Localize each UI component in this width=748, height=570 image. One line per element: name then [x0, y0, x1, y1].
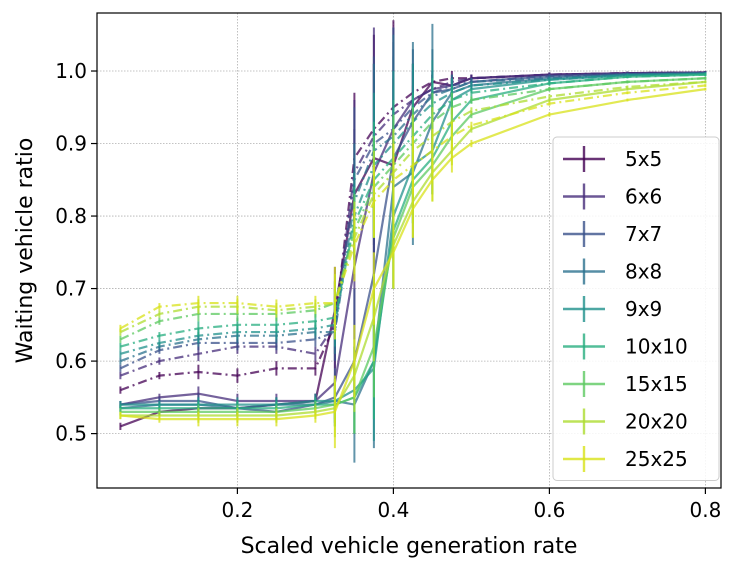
legend-item: 6x6 — [563, 183, 662, 210]
legend-item: 15x15 — [563, 371, 688, 397]
x-tick-label: 0.8 — [689, 498, 721, 522]
legend-item: 5x5 — [563, 146, 662, 172]
x-tick-label: 0.6 — [533, 498, 565, 522]
y-tick-label: 0.7 — [55, 277, 87, 301]
legend-item: 9x9 — [563, 296, 662, 322]
legend-label: 8x8 — [625, 260, 662, 284]
legend-label: 7x7 — [625, 222, 662, 246]
legend-label: 6x6 — [625, 185, 662, 209]
series-layer — [119, 20, 707, 463]
legend: 5x5 6x6 7x7 8x8 9x9 10x10 15x15 20x20 25x25 — [552, 136, 720, 481]
series-dashed-line — [119, 80, 706, 334]
legend-item: 20x20 — [563, 408, 688, 435]
legend-label: 15x15 — [625, 372, 688, 396]
plot-frame — [96, 12, 722, 489]
y-tick-label: 0.9 — [55, 132, 87, 156]
legend-box — [552, 136, 720, 481]
series-25x25 — [119, 84, 707, 449]
legend-label: 10x10 — [625, 335, 688, 359]
x-axis-label: Scaled vehicle generation rate — [241, 534, 578, 559]
ticks: 0.2 0.4 0.6 0.8 0.5 0.6 0.7 0.8 0.9 1.0 — [55, 59, 721, 522]
legend-label: 20x20 — [625, 410, 688, 434]
x-tick-label: 0.4 — [377, 498, 409, 522]
x-tick-label: 0.2 — [221, 498, 253, 522]
y-tick-label: 0.5 — [55, 422, 87, 446]
legend-item: 8x8 — [563, 258, 662, 285]
y-tick-label: 0.6 — [55, 349, 87, 373]
legend-item: 10x10 — [563, 333, 688, 360]
y-tick-label: 0.8 — [55, 204, 87, 228]
y-tick-label: 1.0 — [55, 59, 87, 83]
legend-item: 25x25 — [563, 446, 688, 472]
legend-item: 7x7 — [563, 221, 662, 247]
y-axis-label: Waiting vehicle ratio — [13, 138, 38, 364]
legend-label: 9x9 — [625, 297, 662, 321]
legend-label: 5x5 — [625, 147, 662, 171]
legend-label: 25x25 — [625, 447, 688, 471]
